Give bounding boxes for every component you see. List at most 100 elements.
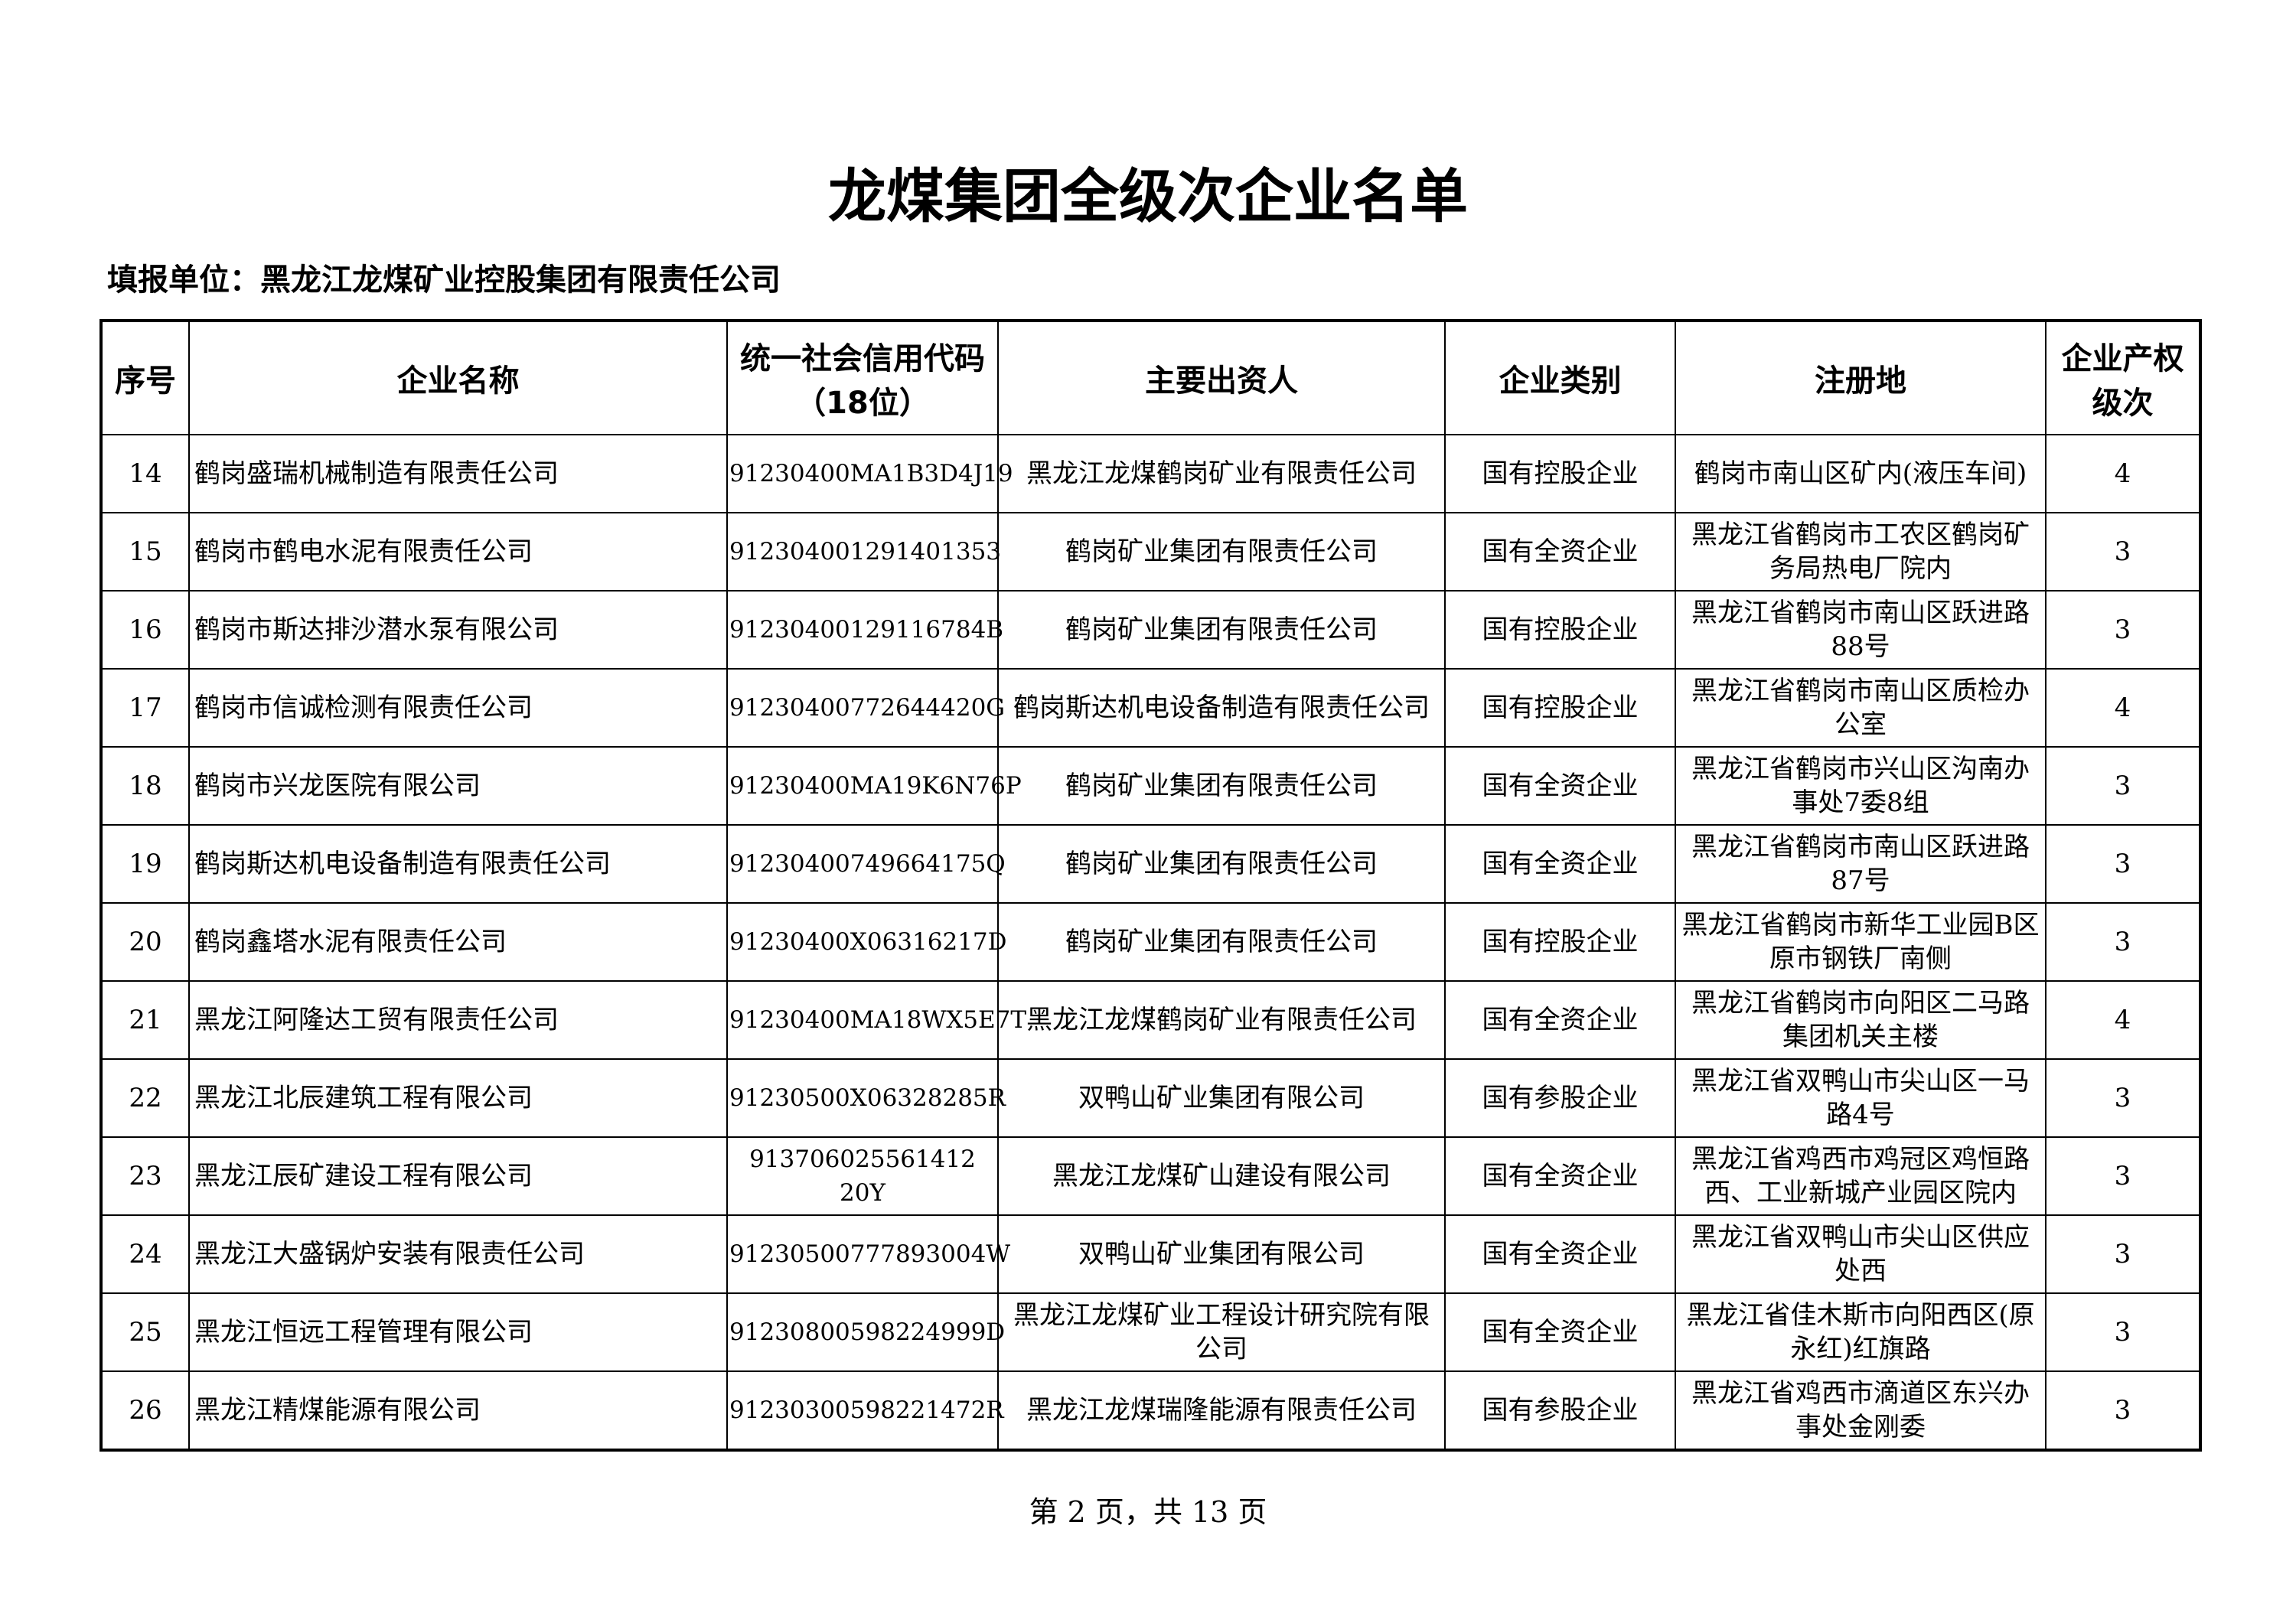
table-cell: 国有参股企业 (1444, 1370, 1676, 1451)
table-cell: 国有全资企业 (1444, 980, 1676, 1060)
column-header: 企业类别 (1444, 320, 1676, 435)
table-cell: 4 (2045, 434, 2201, 513)
table-cell: 国有全资企业 (1444, 1214, 1676, 1294)
table-cell: 91230400129116784B (726, 590, 1003, 670)
table-cell: 黑龙江省鹤岗市南山区质检办公室 (1675, 668, 2047, 748)
table-cell: 22 (100, 1058, 190, 1138)
table-cell: 鹤岗鑫塔水泥有限责任公司 (188, 902, 728, 982)
table-cell: 黑龙江龙煤鹤岗矿业有限责任公司 (997, 434, 1446, 513)
reporting-unit: 填报单位：黑龙江龙煤矿业控股集团有限责任公司 (107, 262, 781, 298)
table-cell: 3 (2045, 1370, 2201, 1451)
table-cell: 鹤岗矿业集团有限责任公司 (997, 824, 1446, 904)
table-cell: 16 (100, 590, 190, 670)
table-cell: 鹤岗矿业集团有限责任公司 (997, 902, 1446, 982)
table-cell: 黑龙江大盛锅炉安装有限责任公司 (188, 1214, 728, 1294)
table-cell: 4 (2045, 980, 2201, 1060)
table-cell: 91230400749664175Q (726, 824, 1006, 904)
table-cell: 912304001291401353 (726, 512, 1001, 592)
table-row: 21 黑龙江阿隆达工贸有限责任公司 91230400MA18WX5E7T 黑龙江龙煤鹤… (100, 980, 2201, 1060)
table-cell: 鹤岗市鹤电水泥有限责任公司 (188, 512, 728, 592)
table-cell: 黑龙江省鹤岗市新华工业园B区原市钢铁厂南侧 (1675, 902, 2047, 982)
table-cell: 4 (2045, 668, 2201, 748)
title: 龙煤集团全级次企业名单 (828, 162, 1468, 230)
table-cell: 15 (100, 512, 190, 592)
table-cell: 黑龙江恒远工程管理有限公司 (188, 1292, 728, 1372)
table-cell: 鹤岗斯达机电设备制造有限责任公司 (997, 668, 1446, 748)
column-header: 主要出资人 (997, 320, 1446, 435)
table-cell: 黑龙江省鸡西市鸡冠区鸡恒路西、工业新城产业园区院内 (1675, 1136, 2047, 1216)
table-cell: 黑龙江精煤能源有限公司 (188, 1370, 728, 1451)
table-cell: 18 (100, 746, 190, 826)
table-cell: 鹤岗矿业集团有限责任公司 (997, 512, 1446, 592)
table-row: 14 鹤岗盛瑞机械制造有限责任公司 91230400MA1B3D4J19 黑龙江龙煤鹤… (100, 434, 2201, 513)
table-cell: 25 (100, 1292, 190, 1372)
column-header: 企业产权级次 (2045, 320, 2201, 435)
table-cell: 黑龙江龙煤矿山建设有限公司 (997, 1136, 1446, 1216)
table-cell: 鹤岗矿业集团有限责任公司 (997, 746, 1446, 826)
table-row: 17 鹤岗市信诚检测有限责任公司 91230400772644420G 鹤岗斯达机电设… (100, 668, 2201, 748)
table-cell: 913706025561412​20Y (726, 1136, 999, 1216)
table-cell: 91230400772644420G (726, 668, 1005, 748)
table-cell: 鹤岗斯达机电设备制造有限责任公司 (188, 824, 728, 904)
table-row: 18 鹤岗市兴龙医院有限公司 91230400MA19K6N76P 鹤岗矿业集团有限责… (100, 746, 2201, 826)
table-cell: 黑龙江龙煤鹤岗矿业有限责任公司 (997, 980, 1446, 1060)
table-cell: 91230500X06328285R (726, 1058, 1006, 1138)
table-cell: 24 (100, 1214, 190, 1294)
table-cell: 黑龙江阿隆达工贸有限责任公司 (188, 980, 728, 1060)
table-row: 25 黑龙江恒远工程管理有限公司 91230800598224999D 黑龙江龙煤矿业… (100, 1292, 2201, 1372)
table-cell: 国有控股企业 (1444, 902, 1676, 982)
table-cell: 91230400MA19K6N76P (726, 746, 1022, 826)
table-cell: 国有控股企业 (1444, 590, 1676, 670)
table-cell: 3 (2045, 590, 2201, 670)
header-row: 序号 企业名称 统一社会信用代码（18位） 主要出资人 企业类别 注册地 企业产权级次 (100, 320, 2201, 435)
table-cell: 黑龙江省鹤岗市兴山区沟南办事处7委8组 (1675, 746, 2047, 826)
column-header: 企业名称 (188, 320, 728, 435)
table-row: 16 鹤岗市斯达排沙潜水泵有限公司 91230400129116784B 鹤岗矿业集团… (100, 590, 2201, 670)
table-cell: 3 (2045, 1214, 2201, 1294)
column-header: 注册地 (1675, 320, 2047, 435)
table-row: 15 鹤岗市鹤电水泥有限责任公司 912304001291401353 鹤岗矿业集团有… (100, 512, 2201, 592)
table: 序号 企业名称 统一社会信用代码（18位） 主要出资人 企业类别 注册地 企业产权级次 14… (99, 319, 2202, 1452)
table-cell: 鹤岗市斯达排沙潜水泵有限公司 (188, 590, 728, 670)
page-footer: 第 2 页，共 13 页 (1029, 1495, 1267, 1529)
table-cell: 91230400MA18WX5E7T (726, 980, 1026, 1060)
table-row: 26 黑龙江精煤能源有限公司 91230300598221472R 黑龙江龙煤瑞隆能源… (100, 1370, 2201, 1451)
column-header: 统一社会信用代码（18位） (726, 320, 999, 435)
table-cell: 黑龙江省佳木斯市向阳西区(原永红)红旗路 (1675, 1292, 2047, 1372)
table-cell: 双鸭山矿业集团有限公司 (997, 1058, 1446, 1138)
table-cell: 20 (100, 902, 190, 982)
table-row: 24 黑龙江大盛锅炉安装有限责任公司 91230500777893004W 双鸭山矿业… (100, 1214, 2201, 1294)
table-cell: 黑龙江省鸡西市滴道区东兴办事处金刚委 (1675, 1370, 2047, 1451)
table-cell: 黑龙江辰矿建设工程有限公司 (188, 1136, 728, 1216)
table-cell: 鹤岗矿业集团有限责任公司 (997, 590, 1446, 670)
table-cell: 91230300598221472R (726, 1370, 1004, 1451)
table-cell: 3 (2045, 902, 2201, 982)
table-cell: 国有控股企业 (1444, 668, 1676, 748)
table-cell: 91230800598224999D (726, 1292, 1005, 1372)
table-cell: 鹤岗盛瑞机械制造有限责任公司 (188, 434, 728, 513)
table-cell: 14 (100, 434, 190, 513)
table-cell: 国有全资企业 (1444, 746, 1676, 826)
table-cell: 91230400MA1B3D4J19 (726, 434, 1013, 513)
table-cell: 黑龙江龙煤瑞隆能源有限责任公司 (997, 1370, 1446, 1451)
table-cell: 23 (100, 1136, 190, 1216)
column-header: 序号 (100, 320, 190, 435)
table-cell: 黑龙江龙煤矿业工程设计研究院有限公司 (997, 1292, 1446, 1372)
table-cell: 3 (2045, 1058, 2201, 1138)
table-cell: 黑龙江省鹤岗市南山区跃进路87号 (1675, 824, 2047, 904)
table-cell: 19 (100, 824, 190, 904)
table-cell: 黑龙江省双鸭山市尖山区一马路4号 (1675, 1058, 2047, 1138)
table-cell: 17 (100, 668, 190, 748)
table-cell: 鹤岗市南山区矿内(液压车间) (1675, 434, 2047, 513)
table-row: 22 黑龙江北辰建筑工程有限公司 91230500X06328285R 双鸭山矿业集团… (100, 1058, 2201, 1138)
table-cell: 3 (2045, 1136, 2201, 1216)
table-cell: 3 (2045, 512, 2201, 592)
table-cell: 黑龙江省鹤岗市工农区鹤岗矿务局热电厂院内 (1675, 512, 2047, 592)
table-row: 20 鹤岗鑫塔水泥有限责任公司 91230400X06316217D 鹤岗矿业集团有限… (100, 902, 2201, 982)
table-cell: 国有全资企业 (1444, 1292, 1676, 1372)
table-cell: 鹤岗市兴龙医院有限公司 (188, 746, 728, 826)
table-row: 23 黑龙江辰矿建设工程有限公司 913706025561412​20Y 黑龙江龙煤矿… (100, 1136, 2201, 1216)
table-cell: 黑龙江省双鸭山市尖山区供应处西 (1675, 1214, 2047, 1294)
table-cell: 国有参股企业 (1444, 1058, 1676, 1138)
